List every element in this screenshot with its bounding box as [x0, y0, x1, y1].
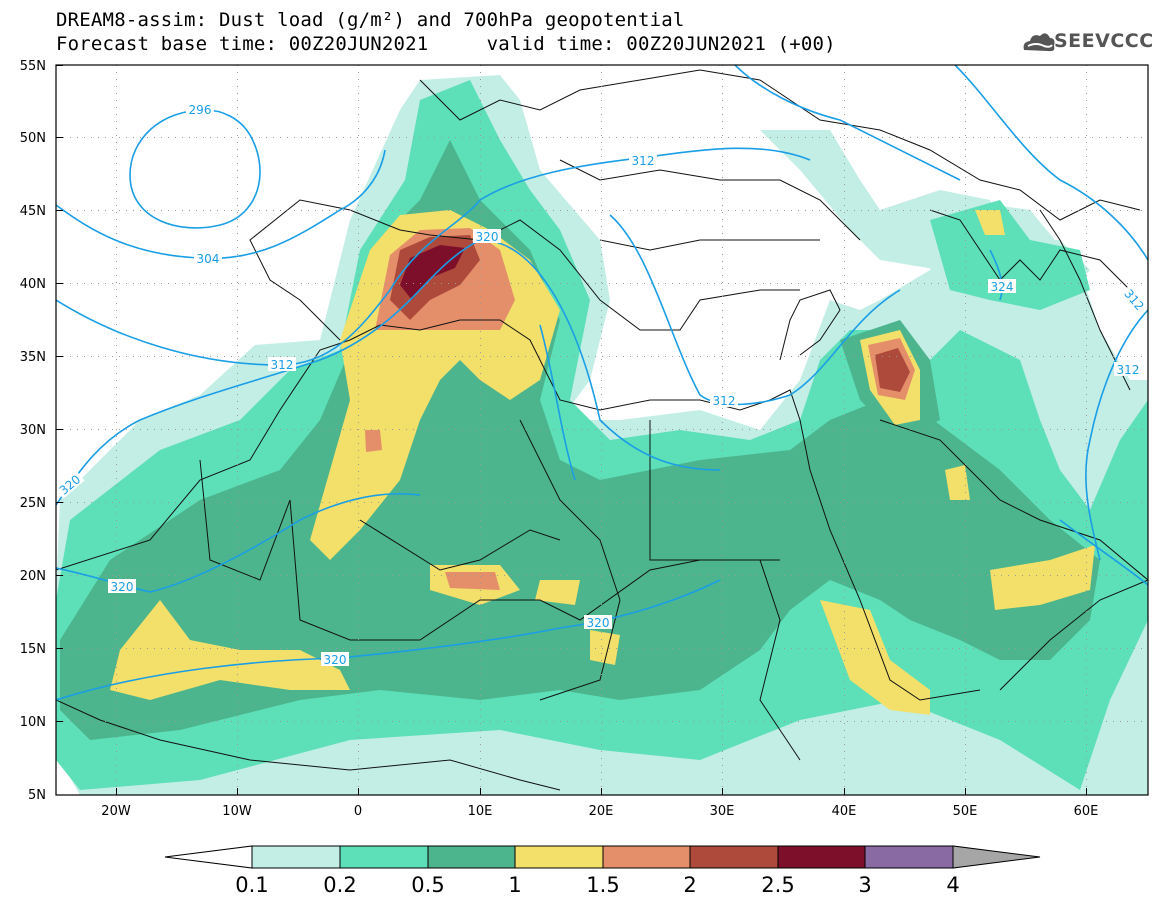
contour-296 — [129, 109, 261, 229]
contour-label-324: 324 — [991, 280, 1014, 294]
colorbar-bin-1.5-2 — [602, 845, 691, 869]
colorbar-tick-2.5: 2.5 — [761, 873, 794, 897]
lat-label-5n: 5N — [28, 788, 46, 803]
dust-level-2.5 — [400, 245, 465, 300]
colorbar-tick-4: 4 — [946, 873, 959, 897]
colorbar-tick-3: 3 — [858, 873, 871, 897]
lon-label-20w: 20W — [101, 804, 131, 819]
colorbar-tick-0.5: 0.5 — [411, 873, 444, 897]
dust-level-1-sudan — [590, 630, 620, 665]
colorbar-tick-0.2: 0.2 — [323, 873, 356, 897]
colorbar-bin-1-1.5 — [514, 845, 604, 869]
cloud-logo-icon — [1023, 33, 1055, 52]
lon-label-20e: 20E — [589, 804, 614, 819]
contour-312-west — [56, 147, 811, 366]
lat-label-15n: 15N — [20, 642, 46, 657]
lat-label-45n: 45N — [20, 204, 46, 219]
contour-label-312-c: 312 — [713, 394, 736, 408]
map-title: DREAM8-assim: Dust load (g/m²) and 700hP… — [56, 9, 685, 31]
lon-label-60e: 60E — [1074, 804, 1099, 819]
contour-320 — [56, 239, 721, 506]
dust-level-1-mali — [110, 600, 350, 700]
dust-level-0.2-caspian — [930, 200, 1090, 310]
lat-label-40n: 40N — [20, 277, 46, 292]
colorbar-tick-0.1: 0.1 — [235, 873, 268, 897]
contour-label-320-d: 320 — [587, 616, 610, 630]
contour-312-far — [954, 65, 1148, 261]
map-plot-area: 296 304 312 312 312 320 320 320 320 320 … — [56, 65, 1148, 795]
colorbar-bin-0.2-0.5 — [339, 845, 429, 869]
colorbar — [164, 845, 1041, 869]
dust-level-1-oman — [990, 545, 1095, 610]
lon-label-50e: 50E — [953, 804, 978, 819]
lon-label-30e: 30E — [710, 804, 735, 819]
contour-312-north — [734, 65, 961, 181]
dust-level-0.5 — [60, 140, 1100, 740]
dust-level-1-chad — [535, 580, 580, 605]
contour-label-320-e: 320 — [324, 653, 347, 667]
seevccc-logo-text: SEEVCCC — [1054, 30, 1154, 52]
colorbar-bin-3-4 — [864, 845, 954, 869]
colorbar-bin-0.5-1 — [427, 845, 516, 869]
lon-label-10w: 10W — [222, 804, 252, 819]
lat-label-20n: 20N — [20, 569, 46, 584]
lat-label-30n: 30N — [20, 423, 46, 438]
dust-level-1-azov — [975, 210, 1005, 235]
contour-label-312-a: 312 — [271, 358, 294, 372]
contour-label-320-a: 320 — [476, 230, 499, 244]
contour-312-africa — [539, 324, 576, 481]
lat-label-35n: 35N — [20, 350, 46, 365]
contour-label-296: 296 — [189, 103, 212, 117]
colorbar-tick-1: 1 — [508, 873, 521, 897]
colorbar-bin-2-2.5 — [689, 845, 779, 869]
lat-label-50n: 50N — [20, 131, 46, 146]
lon-label-10e: 10E — [468, 804, 493, 819]
latitude-labels: 55N 50N 45N 40N 35N 30N 25N 20N 15N 10N … — [20, 59, 46, 803]
colorbar-tick-1.5: 1.5 — [586, 873, 619, 897]
colorbar-bin-2.5-3 — [777, 845, 866, 869]
colorbar-bin-0.1-0.2 — [251, 845, 341, 869]
contour-label-320-c: 320 — [111, 580, 134, 594]
lat-label-55n: 55N — [20, 59, 46, 74]
graticule — [56, 65, 1148, 795]
dust-level-1-gulf — [945, 465, 970, 500]
dust-level-2-iraq — [875, 348, 910, 392]
contour-east-arabia — [1059, 519, 1148, 586]
dust-level-1.5-spot — [365, 430, 382, 452]
lon-label-0: 0 — [354, 804, 362, 819]
lat-label-25n: 25N — [20, 496, 46, 511]
dust-level-1-redsea — [820, 600, 930, 715]
contour-320-south — [56, 579, 721, 701]
forecast-time-subtitle: Forecast base time: 00Z20JUN2021 valid t… — [56, 33, 836, 55]
contour-324 — [989, 249, 1003, 301]
colorbar-under-triangle — [164, 845, 253, 869]
contour-304 — [56, 149, 386, 260]
contour-label-312-e: 312 — [1117, 363, 1140, 377]
dust-level-1.5-niger — [445, 572, 500, 590]
contour-label-304: 304 — [197, 252, 220, 266]
axis-ticks — [56, 65, 1087, 795]
contour-312-right — [1085, 309, 1148, 561]
contour-label-312-b: 312 — [632, 154, 655, 168]
lon-label-40e: 40E — [832, 804, 857, 819]
colorbar-over-triangle — [952, 845, 1041, 869]
colorbar-labels: 0.1 0.2 0.5 1 1.5 2 2.5 3 4 — [235, 873, 959, 897]
lat-label-10n: 10N — [20, 715, 46, 730]
colorbar-tick-2: 2 — [683, 873, 696, 897]
longitude-labels: 20W 10W 0 10E 20E 30E 40E 50E 60E — [101, 804, 1098, 819]
